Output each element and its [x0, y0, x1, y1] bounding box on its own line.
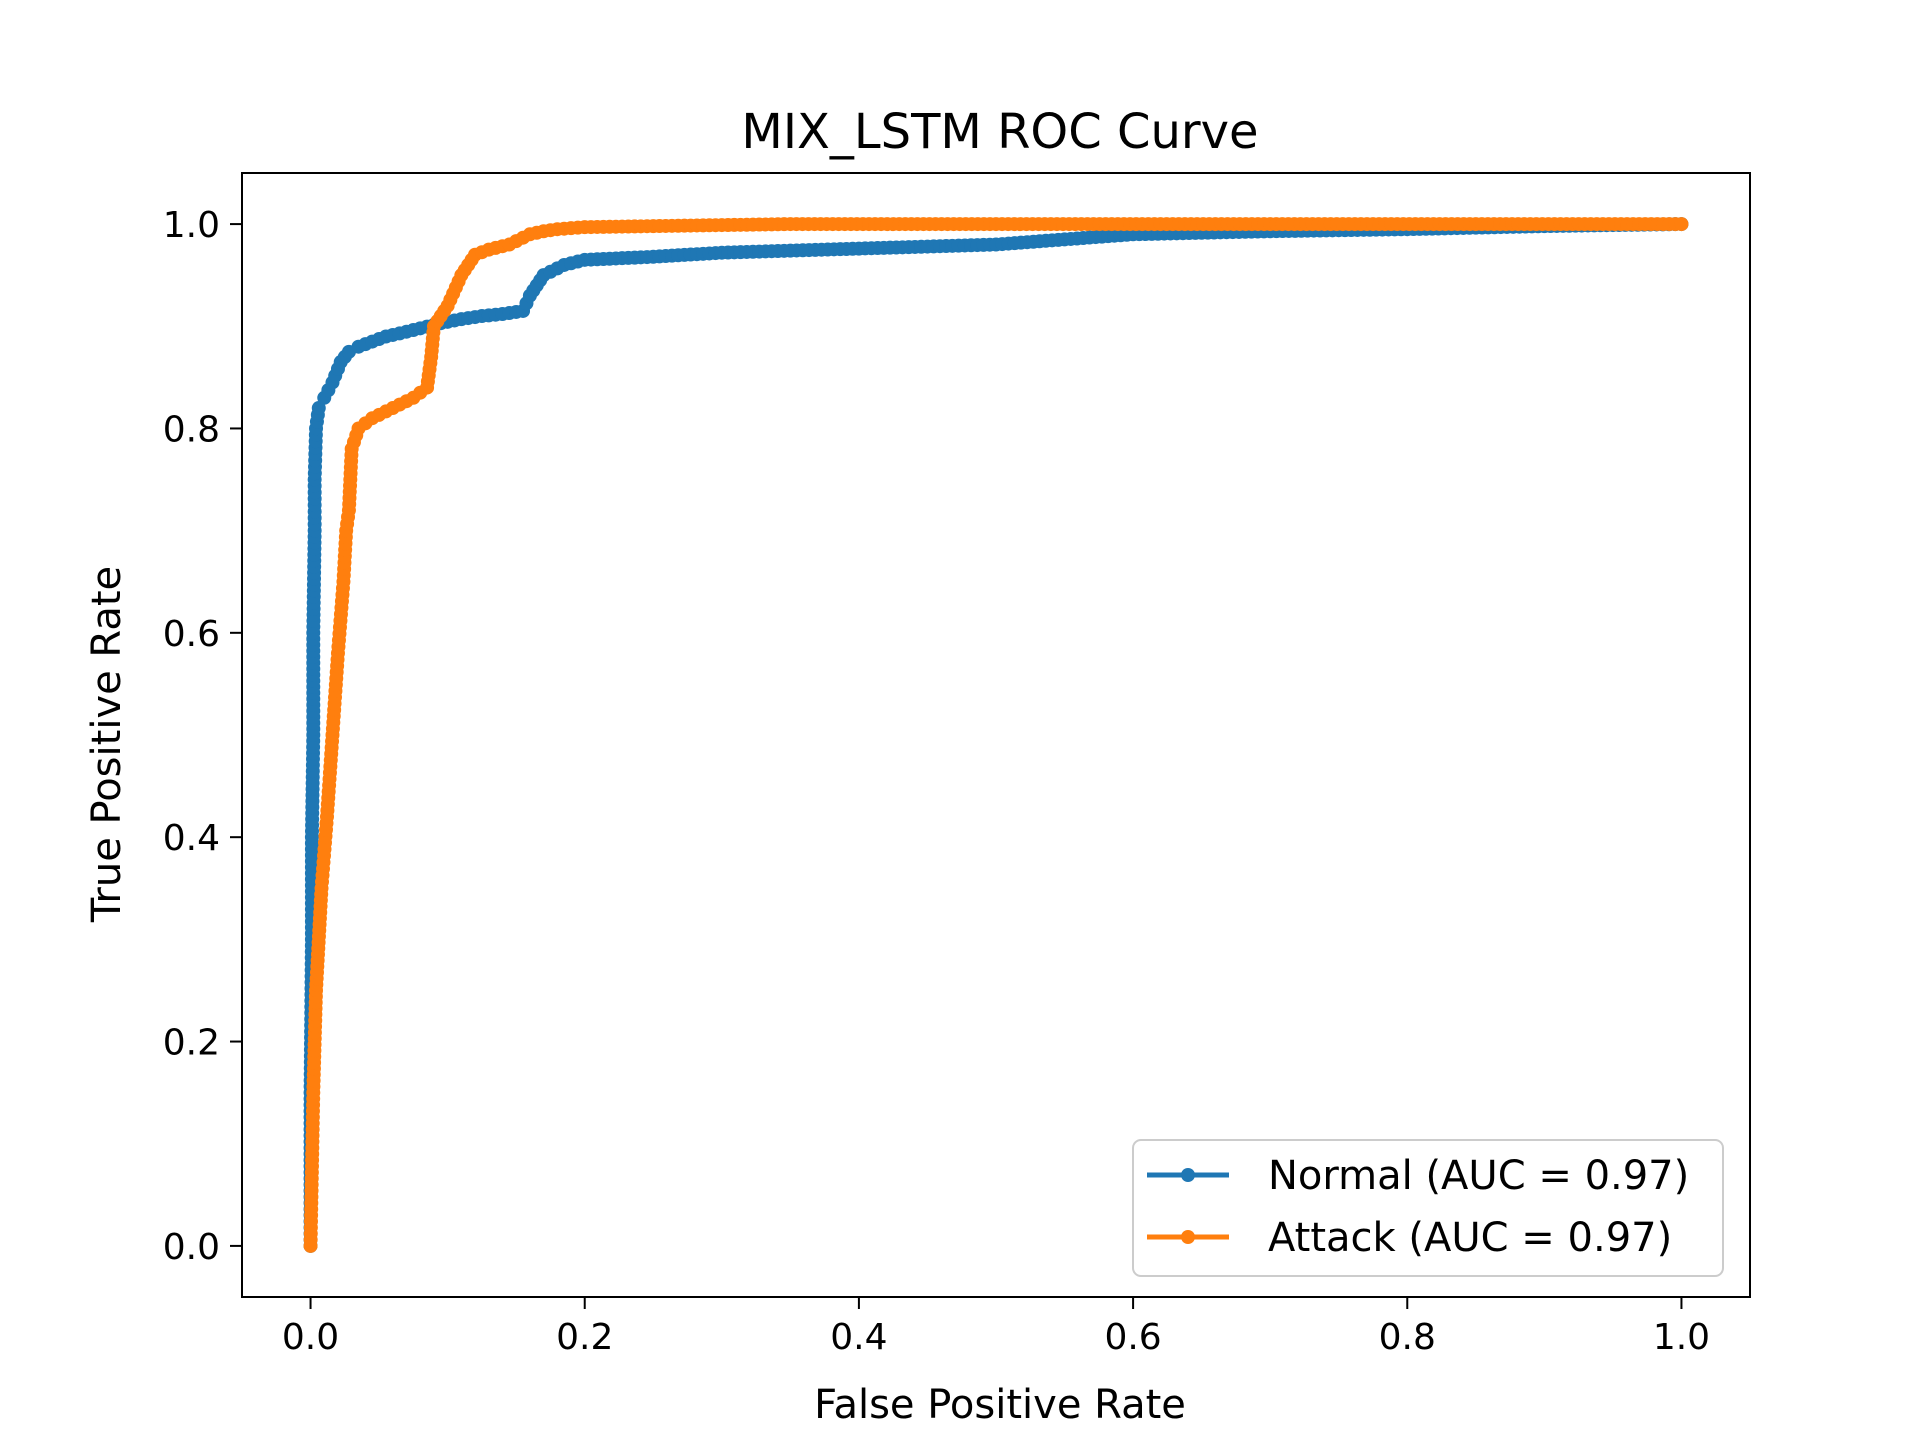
axis-ticks: 0.0 0.2 0.4 0.6 0.8 1.0 0.0 0.2 0.4 0.6 0.8 1.0	[163, 172, 1751, 1358]
legend: Normal (AUC = 0.97) Attack (AUC = 0.97)	[1132, 1139, 1724, 1277]
legend-swatch-marker	[1181, 1230, 1195, 1244]
x-tick-label: 0.6	[1104, 1317, 1161, 1358]
y-tick-label: 1.0	[163, 205, 220, 246]
y-axis-label: True Positive Rate	[84, 566, 130, 923]
x-tick-label: 0.8	[1379, 1317, 1436, 1358]
y-tick-label: 0.6	[163, 614, 220, 655]
series-0	[303, 217, 1689, 1253]
x-tick-label: 0.2	[556, 1317, 613, 1358]
legend-box	[1132, 1139, 1724, 1277]
x-axis-label: False Positive Rate	[814, 1382, 1186, 1428]
data-point	[1674, 217, 1689, 232]
axes-frame	[241, 172, 1751, 1298]
chart-title: MIX_LSTM ROC Curve	[741, 104, 1258, 160]
legend-label: Attack (AUC = 0.97)	[1268, 1215, 1672, 1261]
legend-label: Normal (AUC = 0.97)	[1268, 1153, 1689, 1199]
x-tick-label: 0.4	[830, 1317, 887, 1358]
y-tick-label: 0.8	[163, 409, 220, 450]
legend-swatch-marker	[1181, 1168, 1195, 1182]
series-1	[303, 217, 1689, 1253]
y-tick-label: 0.0	[163, 1227, 220, 1268]
plot-area	[303, 217, 1689, 1253]
series-line	[308, 221, 1682, 1246]
data-point	[311, 401, 326, 416]
x-tick-label: 1.0	[1653, 1317, 1710, 1358]
y-tick-label: 0.4	[163, 818, 220, 859]
series-line	[308, 221, 1682, 1246]
y-tick-label: 0.2	[163, 1023, 220, 1064]
x-tick-label: 0.0	[282, 1317, 339, 1358]
